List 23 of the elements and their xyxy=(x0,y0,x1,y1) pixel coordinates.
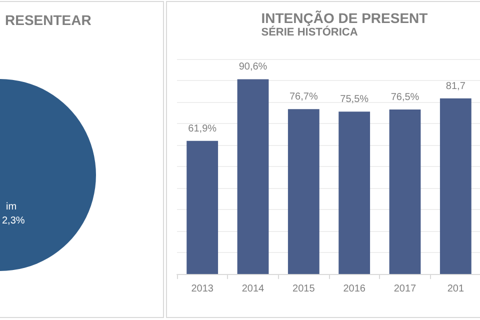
bar xyxy=(288,109,320,274)
x-tick-label: 2015 xyxy=(292,284,316,294)
data-label: 61,9% xyxy=(188,123,217,134)
bar xyxy=(440,98,472,274)
x-tick-label: 201 xyxy=(447,284,464,294)
bar xyxy=(237,79,269,274)
data-label: 76,7% xyxy=(289,92,318,103)
bar xyxy=(389,110,421,274)
text: im xyxy=(6,202,17,212)
x-tick-label: 2014 xyxy=(242,284,265,294)
data-label: 75,5% xyxy=(340,94,369,106)
bar xyxy=(186,140,218,274)
bar xyxy=(338,112,370,274)
x-tick-label: 2013 xyxy=(191,284,214,294)
data-label: 90,6% xyxy=(238,62,268,73)
data-label: 76,5% xyxy=(390,92,420,104)
chart-subtitle: SÉRIE HISTÓRICA xyxy=(261,26,358,38)
text: 2,3% xyxy=(2,216,25,226)
x-tick-label: 2016 xyxy=(343,284,366,294)
data-label: 81,7 xyxy=(446,80,466,92)
text: RESENTEAR xyxy=(5,12,92,28)
chart-title: INTENÇÃO DE PRESENT xyxy=(261,10,428,26)
x-tick-label: 2017 xyxy=(394,284,417,294)
